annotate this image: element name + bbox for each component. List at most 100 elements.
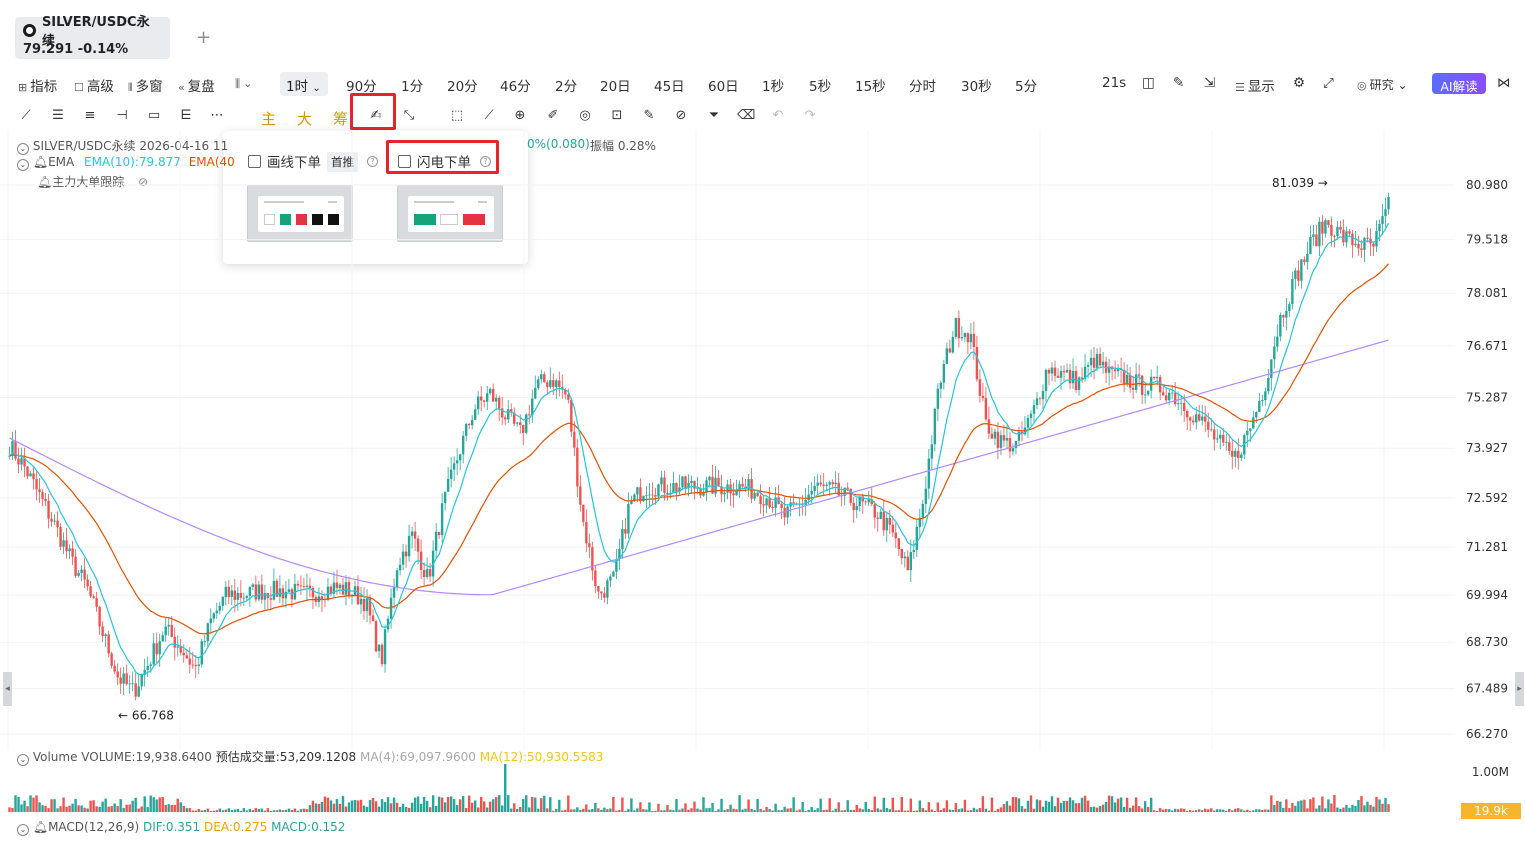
eye-off-icon[interactable]: ⊘ — [138, 175, 149, 189]
ruler-icon[interactable]: ⟋ — [484, 108, 494, 123]
multi-window-label: 多窗 — [135, 79, 163, 95]
volume-bar — [1216, 809, 1219, 812]
volume-bar — [1204, 808, 1207, 812]
right-scroll-handle[interactable]: ▸ — [1515, 672, 1524, 706]
pen-icon[interactable]: ✎ — [1173, 75, 1185, 91]
trash-icon[interactable]: ⌫ — [737, 108, 756, 123]
lock-icon[interactable]: ⊡ — [611, 108, 623, 123]
big-chip-button[interactable]: 大 — [297, 110, 313, 128]
candle — [1330, 224, 1333, 236]
volume-bar — [795, 810, 798, 812]
indicator-button[interactable]: ⊞ 指标 — [18, 75, 57, 95]
timeframe-option[interactable]: 分时 — [909, 79, 936, 95]
timeframe-option[interactable]: 20分 — [447, 79, 478, 95]
candle — [1237, 450, 1240, 459]
help-icon[interactable]: ? — [367, 156, 378, 167]
timeframe-option[interactable]: 90分 — [346, 79, 377, 95]
draw-order-icon[interactable]: ⤡ — [403, 108, 415, 123]
filter-icon[interactable]: ⏷ — [708, 108, 720, 123]
candle — [152, 643, 155, 665]
volume-bar — [329, 800, 333, 812]
timeframe-select[interactable]: 1时 ⌄ — [280, 72, 328, 96]
timeframe-option[interactable]: 45日 — [654, 79, 685, 95]
more-icon[interactable]: ⋯ — [210, 108, 224, 123]
candle — [1192, 420, 1195, 423]
volume-bar — [819, 798, 822, 812]
timeframe-option[interactable]: 15秒 — [855, 79, 886, 95]
price-chart[interactable]: 80.980 79.518 78.081 76.671 75.287 73.927 72.5… — [0, 130, 1525, 750]
timeframe-option[interactable]: 20日 — [600, 79, 631, 95]
collapse-icon[interactable]: ⌄ — [17, 159, 29, 171]
link-icon[interactable]: ⊘ — [675, 108, 687, 123]
candle — [648, 494, 651, 496]
horizontal-lines-icon[interactable]: ≡ — [84, 108, 96, 123]
candle — [413, 531, 417, 539]
draw-order-label: 画线下单 — [267, 155, 321, 171]
camera-icon[interactable]: ◫ — [1142, 75, 1155, 91]
timeframe-option[interactable]: 1分 — [401, 79, 424, 95]
candle — [1053, 367, 1057, 376]
volume-bar — [804, 810, 807, 812]
timeframe-option[interactable]: 1秒 — [762, 79, 785, 95]
bell-icon[interactable]: 🔔︎ — [32, 820, 49, 834]
help-icon[interactable]: ? — [480, 156, 491, 167]
flash-order-preview[interactable] — [397, 185, 503, 242]
candle — [816, 482, 819, 486]
research-button[interactable]: ◎ 研究 ⌄ — [1357, 78, 1408, 92]
chip-button[interactable]: 筹 — [333, 110, 349, 128]
advanced-button[interactable]: ☐ 高级 — [74, 75, 114, 95]
redo-icon[interactable]: ↷ — [804, 108, 816, 123]
add-tab-icon[interactable]: + — [196, 27, 212, 48]
candle — [95, 598, 98, 607]
volume-bar — [1170, 810, 1174, 812]
visibility-icon[interactable]: ◎ — [579, 108, 591, 123]
timeframe-option[interactable]: 30秒 — [961, 79, 992, 95]
flash-order-checkbox[interactable] — [398, 155, 411, 168]
timeframe-option[interactable]: 2分 — [555, 79, 578, 95]
share-icon[interactable]: ⋈ — [1497, 75, 1511, 91]
candle — [140, 674, 143, 687]
fullscreen-icon[interactable]: ⤢ — [1323, 75, 1334, 91]
draw-order-checkbox[interactable] — [248, 155, 261, 168]
collapse-icon[interactable]: ⌄ — [17, 824, 29, 836]
horizontal-ray-icon[interactable]: ⊣ — [116, 108, 128, 123]
timeframe-option[interactable]: 5秒 — [809, 79, 832, 95]
bell-icon[interactable]: 🔔︎ — [32, 155, 49, 169]
volume-bar — [1065, 800, 1069, 812]
volume-bar — [1270, 795, 1273, 812]
candle — [377, 644, 381, 652]
parallel-lines-icon[interactable]: ☰ — [52, 108, 64, 123]
magnet-icon[interactable]: ✐ — [547, 108, 559, 123]
rectangle-icon[interactable]: ▭ — [147, 108, 161, 123]
symbol-tab[interactable]: SILVER/USDC永续 79.291 -0.14% — [15, 15, 170, 59]
select-icon[interactable]: ⬚ — [450, 108, 464, 123]
volume-bar — [392, 797, 396, 812]
export-icon[interactable]: ⇲ — [1204, 75, 1216, 91]
volume-bar — [1053, 806, 1057, 812]
display-button[interactable]: ☰ 显示 — [1235, 75, 1275, 95]
fibonacci-icon[interactable]: ⋿ — [180, 108, 192, 123]
candle — [461, 435, 465, 455]
settings-icon[interactable]: ⚙ — [1293, 75, 1306, 91]
collapse-icon[interactable]: ⌄ — [17, 143, 29, 155]
volume-axis-top: 1.00M — [1471, 765, 1509, 779]
ai-read-button[interactable]: AI解读 — [1432, 73, 1486, 94]
chart-order-icon[interactable]: ✍ — [370, 108, 382, 123]
timeframe-option[interactable]: 46分 — [500, 79, 531, 95]
candle — [504, 417, 507, 420]
timeframe-option[interactable]: 60日 — [708, 79, 739, 95]
candle — [1131, 387, 1135, 390]
timeframe-option[interactable]: 5分 — [1015, 79, 1038, 95]
candle — [146, 665, 149, 670]
trend-line-icon[interactable]: ⟋ — [21, 108, 31, 123]
template-icon[interactable]: ✎ — [643, 108, 655, 123]
zoom-icon[interactable]: ⊕ — [514, 108, 526, 123]
volume-bar — [440, 797, 444, 812]
multi-window-button[interactable]: ⫴ 多窗 — [128, 75, 163, 95]
replay-button[interactable]: «复盘 — [178, 75, 215, 95]
volume-bar — [317, 803, 321, 812]
main-chip-button[interactable]: 主 — [261, 110, 277, 128]
chart-type-button[interactable]: ⫼ ⌄ — [235, 75, 255, 91]
left-scroll-handle[interactable]: ◂ — [3, 672, 12, 706]
undo-icon[interactable]: ↶ — [772, 108, 784, 123]
